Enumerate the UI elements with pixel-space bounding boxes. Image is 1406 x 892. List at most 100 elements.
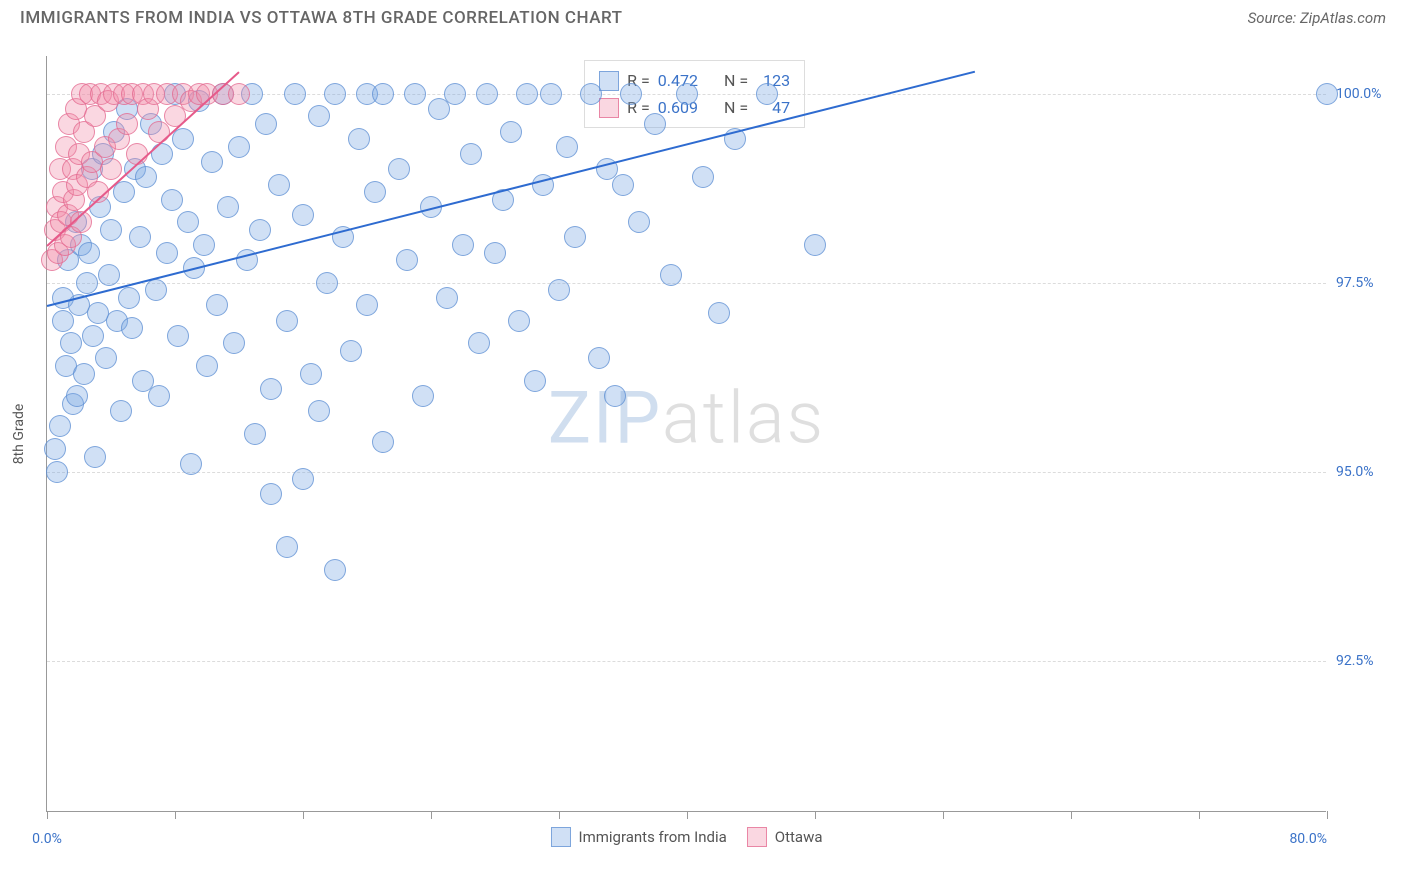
gridline-h — [47, 472, 1326, 473]
x-tick — [303, 811, 304, 819]
data-point — [476, 83, 498, 105]
data-point — [49, 415, 71, 437]
data-point — [73, 363, 95, 385]
data-point — [249, 219, 271, 241]
x-tick — [815, 811, 816, 819]
x-tick — [559, 811, 560, 819]
data-point — [404, 83, 426, 105]
data-point — [628, 211, 650, 233]
legend-swatch — [747, 827, 767, 847]
watermark: ZIPatlas — [548, 376, 825, 461]
data-point — [145, 279, 167, 301]
legend-swatch — [550, 827, 570, 847]
legend-swatch — [599, 71, 619, 91]
data-point — [121, 317, 143, 339]
data-point — [180, 453, 202, 475]
data-point — [110, 400, 132, 422]
data-point — [201, 151, 223, 173]
data-point — [1316, 83, 1338, 105]
data-point — [167, 325, 189, 347]
gridline-h — [47, 661, 1326, 662]
x-tick — [1327, 811, 1328, 819]
data-point — [156, 242, 178, 264]
data-point — [84, 446, 106, 468]
series-legend-item: Immigrants from India — [550, 827, 726, 847]
data-point — [324, 83, 346, 105]
data-point — [540, 83, 562, 105]
data-point — [756, 83, 778, 105]
data-point — [348, 128, 370, 150]
data-point — [76, 272, 98, 294]
data-point — [95, 347, 117, 369]
data-point — [255, 113, 277, 135]
data-point — [308, 105, 330, 127]
data-point — [612, 174, 634, 196]
series-legend-label: Ottawa — [775, 828, 823, 846]
series-legend-label: Immigrants from India — [578, 828, 726, 846]
data-point — [524, 370, 546, 392]
data-point — [692, 166, 714, 188]
y-tick-label: 97.5% — [1336, 275, 1396, 291]
chart-header: IMMIGRANTS FROM INDIA VS OTTAWA 8TH GRAD… — [0, 0, 1406, 32]
data-point — [100, 219, 122, 241]
x-tick — [175, 811, 176, 819]
chart-source: Source: ZipAtlas.com — [1248, 9, 1386, 27]
data-point — [193, 234, 215, 256]
data-point — [444, 83, 466, 105]
data-point — [228, 83, 250, 105]
data-point — [708, 302, 730, 324]
data-point — [284, 83, 306, 105]
data-point — [292, 468, 314, 490]
legend-n-label: N = — [724, 67, 748, 94]
data-point — [260, 483, 282, 505]
legend-n-label: N = — [724, 94, 748, 121]
x-tick — [431, 811, 432, 819]
chart-title: IMMIGRANTS FROM INDIA VS OTTAWA 8TH GRAD… — [20, 8, 622, 28]
watermark-zip: ZIP — [548, 376, 662, 461]
data-point — [516, 83, 538, 105]
data-point — [508, 310, 530, 332]
data-point — [60, 332, 82, 354]
data-point — [98, 264, 120, 286]
data-point — [172, 128, 194, 150]
data-point — [276, 536, 298, 558]
data-point — [660, 264, 682, 286]
data-point — [588, 347, 610, 369]
data-point — [177, 211, 199, 233]
data-point — [228, 136, 250, 158]
data-point — [276, 310, 298, 332]
data-point — [300, 363, 322, 385]
data-point — [452, 234, 474, 256]
x-tick — [943, 811, 944, 819]
data-point — [556, 136, 578, 158]
data-point — [372, 431, 394, 453]
data-point — [66, 385, 88, 407]
x-tick — [1071, 811, 1072, 819]
y-tick-label: 100.0% — [1336, 86, 1396, 102]
data-point — [268, 174, 290, 196]
gridline-h — [47, 283, 1326, 284]
data-point — [44, 438, 66, 460]
data-point — [324, 559, 346, 581]
data-point — [148, 385, 170, 407]
x-tick-label: 80.0% — [1289, 831, 1327, 847]
data-point — [116, 113, 138, 135]
plot-area: 8th Grade ZIPatlas R =0.472N =123R =0.60… — [46, 56, 1326, 812]
data-point — [804, 234, 826, 256]
data-point — [78, 242, 100, 264]
data-point — [292, 204, 314, 226]
data-point — [340, 340, 362, 362]
series-legend-item: Ottawa — [747, 827, 823, 847]
data-point — [580, 83, 602, 105]
x-tick — [687, 811, 688, 819]
data-point — [412, 385, 434, 407]
data-point — [500, 121, 522, 143]
data-point — [308, 400, 330, 422]
data-point — [620, 83, 642, 105]
y-tick-label: 95.0% — [1336, 464, 1396, 480]
x-tick — [47, 811, 48, 819]
data-point — [118, 287, 140, 309]
data-point — [161, 189, 183, 211]
data-point — [364, 181, 386, 203]
data-point — [260, 378, 282, 400]
